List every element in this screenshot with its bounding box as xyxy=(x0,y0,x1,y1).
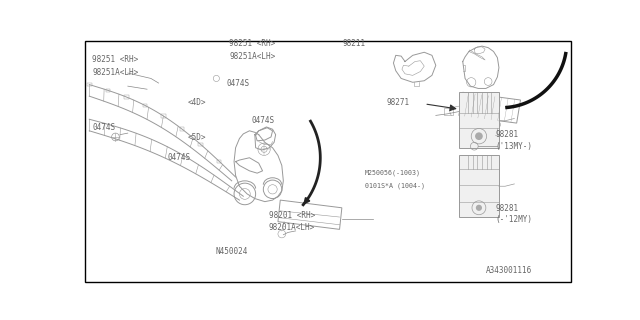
Text: 0474S: 0474S xyxy=(227,79,250,88)
Text: A343001116: A343001116 xyxy=(486,266,532,275)
Bar xyxy=(459,92,499,148)
Text: 98251 <RH>: 98251 <RH> xyxy=(92,55,139,64)
Bar xyxy=(161,115,166,117)
Text: <4D>: <4D> xyxy=(188,98,206,108)
Text: 98251A<LH>: 98251A<LH> xyxy=(92,68,139,76)
Text: 0101S*A (1004-): 0101S*A (1004-) xyxy=(365,182,425,189)
Polygon shape xyxy=(278,200,342,229)
Text: <5D>: <5D> xyxy=(188,133,206,142)
Text: 98201A<LH>: 98201A<LH> xyxy=(269,223,315,232)
Text: 98211: 98211 xyxy=(343,39,366,48)
Bar xyxy=(124,95,129,99)
Text: 98281: 98281 xyxy=(495,131,518,140)
Text: 98281: 98281 xyxy=(495,204,518,213)
Text: (-'12MY): (-'12MY) xyxy=(495,215,532,224)
Text: ('13MY-): ('13MY-) xyxy=(495,141,532,150)
Bar xyxy=(106,89,110,92)
Circle shape xyxy=(475,132,483,140)
Text: 0474S: 0474S xyxy=(92,123,116,132)
Bar xyxy=(180,127,184,131)
Text: M250056(-1003): M250056(-1003) xyxy=(365,170,421,176)
Text: 0474S: 0474S xyxy=(168,153,191,162)
Text: 98201 <RH>: 98201 <RH> xyxy=(269,211,315,220)
Text: 0474S: 0474S xyxy=(252,116,275,124)
Text: 98271: 98271 xyxy=(386,98,409,108)
Bar xyxy=(143,104,147,107)
Bar xyxy=(444,108,452,116)
Bar xyxy=(198,143,203,146)
Bar xyxy=(459,156,499,217)
Bar xyxy=(216,160,221,163)
Bar xyxy=(87,83,92,86)
Polygon shape xyxy=(459,92,520,123)
Circle shape xyxy=(476,205,482,211)
Text: N450024: N450024 xyxy=(216,247,248,256)
Text: 98251A<LH>: 98251A<LH> xyxy=(230,52,276,60)
Text: 98251 <RH>: 98251 <RH> xyxy=(230,39,276,48)
